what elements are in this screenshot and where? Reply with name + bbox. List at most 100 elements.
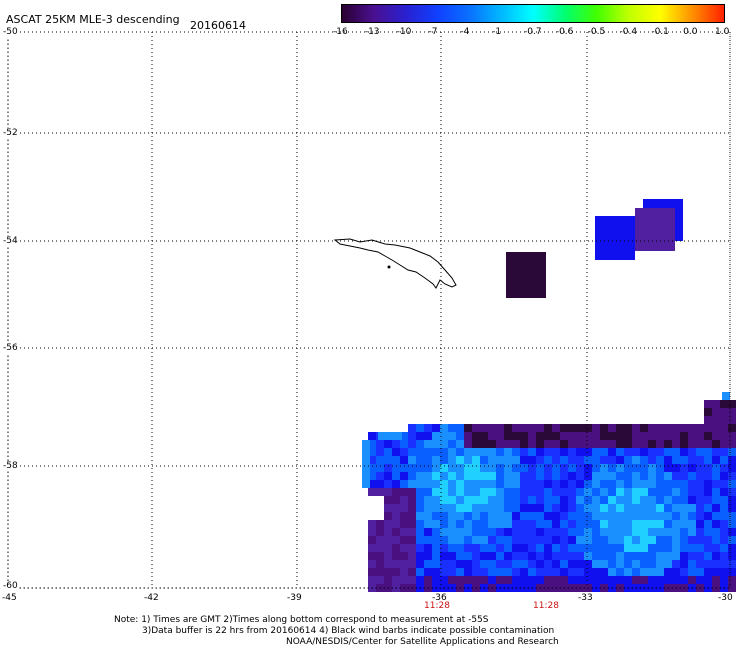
wind-cell [520,520,528,528]
wind-cell [712,464,720,472]
wind-cell [488,520,496,528]
wind-cell [616,528,624,536]
wind-cell [648,488,656,496]
wind-cell [560,480,568,488]
wind-cell [656,440,664,448]
wind-cell [672,432,680,440]
wind-cell [520,512,528,520]
wind-cell [688,432,696,440]
wind-cell [504,512,512,520]
wind-cell [376,536,384,544]
wind-cell [648,528,656,536]
wind-cell [568,536,576,544]
wind-cell [656,424,664,432]
wind-cell [720,496,728,504]
wind-cell [648,544,656,552]
wind-cell [384,544,392,552]
wind-cell [520,576,528,584]
wind-cell [688,512,696,520]
wind-cell [672,480,680,488]
wind-cell [592,488,600,496]
wind-cell [520,552,528,560]
wind-cell [544,552,552,560]
wind-cell [584,496,592,504]
wind-cell [552,536,560,544]
lat-label-54: -54 [2,236,19,246]
wind-cell [616,496,624,504]
wind-cell [496,432,504,440]
wind-cell [696,472,704,480]
wind-cell [520,432,528,440]
wind-cell [704,576,712,584]
wind-cell [456,456,464,464]
wind-cell [448,424,456,432]
wind-cell [480,560,488,568]
wind-cell [600,552,608,560]
wind-cell [640,576,648,584]
wind-cell [576,424,584,432]
wind-cell [616,536,624,544]
wind-cell [608,448,616,456]
wind-cell [512,528,520,536]
wind-cell [528,528,536,536]
wind-cell [664,520,672,528]
wind-cell [536,440,544,448]
wind-cell [432,560,440,568]
wind-cell [376,488,384,496]
wind-cell [472,496,480,504]
wind-cell [680,448,688,456]
wind-cell [448,440,456,448]
wind-cell [600,536,608,544]
wind-cell [520,536,528,544]
wind-cell [432,488,440,496]
wind-cell [440,520,448,528]
wind-cell [448,496,456,504]
wind-cell [728,488,736,496]
wind-cell [696,560,704,568]
wind-cell [504,528,512,536]
wind-cell [608,424,616,432]
wind-cell [712,424,720,432]
wind-cell [704,544,712,552]
wind-cell [488,488,496,496]
wind-cell [560,488,568,496]
wind-cell [640,544,648,552]
wind-cell [416,544,424,552]
wind-cell [680,480,688,488]
wind-cell [688,448,696,456]
wind-cell [368,448,376,456]
wind-cell [424,424,432,432]
wind-cell [624,440,632,448]
wind-cell [648,472,656,480]
wind-cell [656,512,664,520]
wind-cell [472,456,480,464]
wind-cell [720,480,728,488]
wind-cell [464,528,472,536]
wind-cell [672,576,680,584]
wind-cell [592,544,600,552]
wind-cell [632,496,640,504]
wind-cell [376,560,384,568]
wind-cell [496,568,504,576]
wind-cell [536,504,544,512]
wind-cell [696,552,704,560]
wind-cell [464,496,472,504]
wind-cell [656,552,664,560]
wind-cell [672,568,680,576]
wind-cell [464,536,472,544]
wind-cell [608,528,616,536]
wind-cell [608,456,616,464]
wind-cell [384,480,392,488]
wind-cell [704,432,712,440]
wind-cell [384,536,392,544]
wind-cell [552,576,560,584]
colorbar-tick-label: -0.5 [587,27,606,37]
wind-cell [680,576,688,584]
wind-cell [536,576,544,584]
wind-cell [552,448,560,456]
wind-cell [440,432,448,440]
wind-cell [624,536,632,544]
wind-cell [432,576,440,584]
wind-cell [552,560,560,568]
wind-cell [680,528,688,536]
